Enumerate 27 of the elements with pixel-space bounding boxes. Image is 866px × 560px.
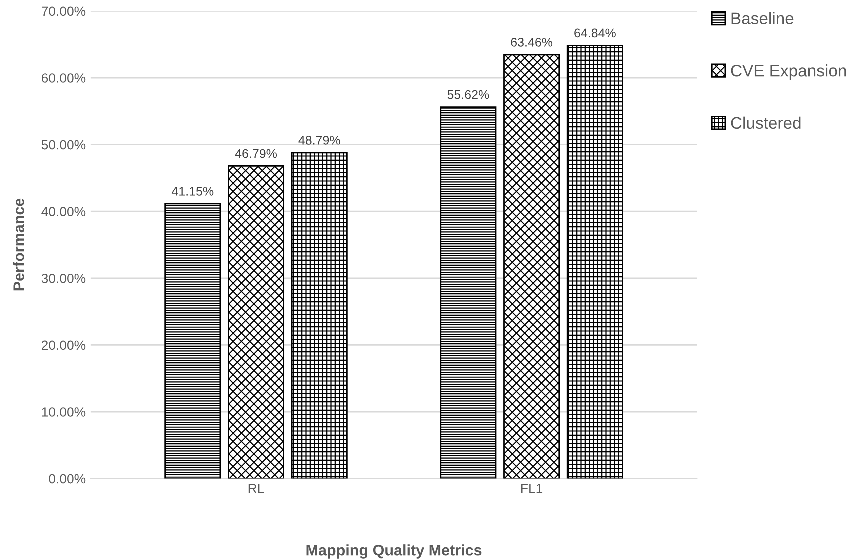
y-tick-label: 70.00% (42, 6, 86, 16)
y-tick-label: 30.00% (42, 274, 86, 284)
y-tick-label: 40.00% (42, 207, 86, 217)
legend-label: Baseline (732, 12, 794, 25)
data-label: 46.79% (235, 149, 278, 158)
legend-label: Clustered (731, 116, 801, 130)
y-tick-label: 20.00% (42, 340, 86, 350)
data-label: 41.15% (172, 187, 214, 196)
bar (566, 44, 624, 479)
y-tick-label: 10.00% (42, 408, 86, 417)
bar (164, 203, 222, 479)
data-label: 55.62% (448, 90, 490, 100)
bar (440, 106, 497, 479)
x-axis-title: Mapping Quality Metrics (306, 544, 482, 559)
data-label: 63.46% (511, 38, 553, 47)
y-tick-label: 0.00% (49, 474, 86, 484)
bar (504, 54, 560, 479)
bar (291, 152, 348, 479)
y-tick-label: 60.00% (42, 74, 86, 83)
x-tick-label: RL (248, 484, 264, 494)
x-tick-label: FL1 (522, 484, 543, 494)
y-tick-label: 50.00% (42, 140, 86, 150)
bar (228, 166, 285, 479)
data-label: 64.84% (574, 28, 616, 38)
y-axis-title: Performance (13, 198, 24, 291)
data-label: 48.79% (298, 136, 340, 145)
legend-label: CVE Expansion (731, 64, 846, 80)
